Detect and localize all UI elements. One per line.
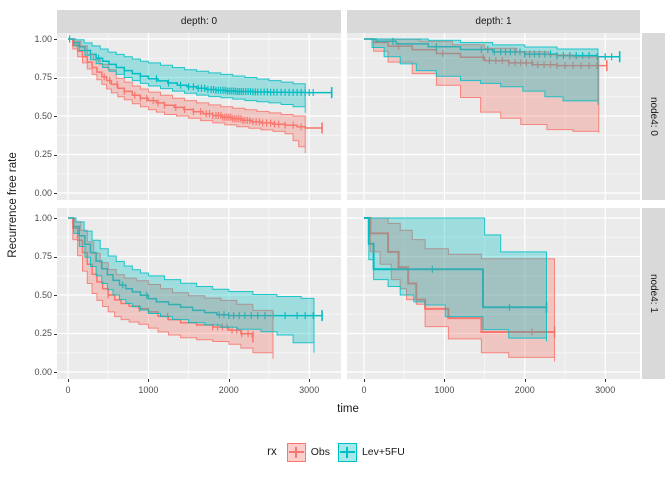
- panel-depth1-node1: [347, 208, 640, 379]
- panel-depth0-node1: [57, 208, 341, 379]
- y-axis-tick: [54, 39, 57, 40]
- y-tick-label: 1.00: [34, 212, 52, 223]
- panel-plot-p11: [347, 208, 640, 379]
- confidence-ribbon-Lev+5FU: [68, 38, 306, 113]
- facet-strip-depth1: depth: 1: [347, 10, 640, 33]
- legend-key-lev5fu: [337, 442, 357, 462]
- x-axis-tick: [148, 379, 150, 382]
- y-axis-tick: [54, 256, 57, 258]
- confidence-ribbon-Lev+5FU: [68, 217, 315, 353]
- legend: rx Obs Lev+5FU: [0, 441, 672, 463]
- y-tick-label: 0.50: [34, 289, 52, 300]
- x-axis-tick: [524, 379, 526, 382]
- legend-item-lev5fu: Lev+5FU: [337, 442, 405, 462]
- facet-strip-depth0-label: depth: 0: [180, 16, 218, 27]
- x-axis-tick: [228, 379, 230, 382]
- censor-plus-icon: [339, 444, 356, 461]
- x-tick-label: 2000: [514, 385, 535, 395]
- y-tick-label: 0.25: [34, 149, 52, 159]
- panel-depth1-node0: [347, 33, 640, 200]
- facet-strip-depth0: depth: 0: [57, 10, 341, 33]
- panel-plot-p00: [57, 33, 341, 200]
- y-axis-tick: [54, 77, 57, 79]
- x-tick-label: 1000: [434, 385, 455, 395]
- x-tick-label: 3000: [299, 385, 320, 395]
- y-axis-tick: [54, 333, 57, 335]
- facet-strip-node0: node4: 0: [642, 33, 665, 200]
- confidence-ribbon-Obs: [364, 38, 600, 133]
- legend-label-lev5fu: Lev+5FU: [361, 446, 405, 458]
- y-tick-label: 0.50: [34, 110, 52, 121]
- x-tick-label: 0: [65, 385, 71, 395]
- y-tick-label: 0.25: [34, 328, 52, 338]
- km-line-Obs: [364, 38, 607, 67]
- y-axis-tick: [54, 218, 57, 219]
- y-tick-label: 0.00: [34, 366, 52, 377]
- x-axis-tick: [68, 379, 69, 382]
- confidence-ribbon-Lev+5FU: [364, 38, 599, 105]
- x-axis-title: time: [337, 403, 359, 415]
- y-tick-label: 0.75: [34, 72, 52, 82]
- y-axis-tick: [54, 116, 57, 117]
- x-tick-label: 1000: [138, 385, 159, 395]
- confidence-ribbon-Obs: [364, 217, 555, 362]
- x-axis-tick: [605, 379, 607, 382]
- x-axis-tick: [444, 379, 446, 382]
- legend-key-obs: [286, 442, 306, 462]
- y-axis-tick: [54, 193, 57, 194]
- y-tick-label: 0.75: [34, 251, 52, 261]
- facet-strip-node1-label: node4: 1: [648, 274, 659, 313]
- confidence-ribbon-Obs: [68, 38, 306, 153]
- legend-label-obs: Obs: [310, 446, 330, 458]
- panel-plot-p10: [347, 33, 640, 200]
- y-tick-label: 1.00: [34, 33, 52, 44]
- y-axis-tick: [54, 295, 57, 296]
- x-tick-label: 3000: [595, 385, 616, 395]
- km-line-Obs: [364, 217, 555, 333]
- facet-strip-node1: node4: 1: [642, 208, 665, 379]
- panel-plot-p01: [57, 208, 341, 379]
- x-axis-tick: [364, 379, 365, 382]
- confidence-ribbon-Lev+5FU: [364, 217, 547, 342]
- panel-depth0-node0: [57, 33, 341, 200]
- y-axis-tick: [54, 372, 57, 373]
- censor-plus-icon: [288, 444, 305, 461]
- y-tick-label: 0.00: [34, 187, 52, 198]
- legend-title: rx: [267, 446, 277, 458]
- x-tick-label: 2000: [218, 385, 239, 395]
- legend-item-obs: Obs: [286, 442, 330, 462]
- facet-strip-node0-label: node4: 0: [648, 97, 659, 136]
- km-line-Lev+5FU: [68, 217, 323, 317]
- y-axis-tick: [54, 154, 57, 156]
- y-axis-title: Recurrence free rate: [7, 152, 19, 258]
- confidence-ribbon-Obs: [68, 217, 274, 359]
- x-tick-label: 0: [361, 385, 367, 395]
- x-axis-tick: [309, 379, 311, 382]
- facet-strip-depth1-label: depth: 1: [475, 16, 512, 27]
